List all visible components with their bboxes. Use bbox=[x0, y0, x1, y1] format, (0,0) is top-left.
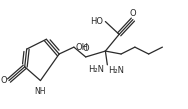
Text: OH: OH bbox=[76, 43, 89, 52]
Text: O: O bbox=[130, 9, 136, 18]
Text: O: O bbox=[82, 44, 89, 53]
Text: O: O bbox=[0, 76, 7, 85]
Text: H₂N: H₂N bbox=[108, 66, 124, 75]
Text: H₂N: H₂N bbox=[88, 65, 104, 74]
Text: HO: HO bbox=[90, 17, 103, 26]
Text: NH: NH bbox=[35, 87, 46, 96]
